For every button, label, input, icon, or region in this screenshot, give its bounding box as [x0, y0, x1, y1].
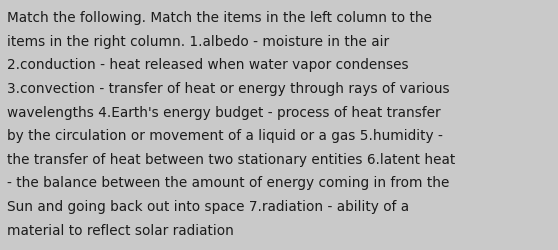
- Text: wavelengths 4.Earth's energy budget - process of heat transfer: wavelengths 4.Earth's energy budget - pr…: [7, 105, 441, 119]
- Text: by the circulation or movement of a liquid or a gas 5.humidity -: by the circulation or movement of a liqu…: [7, 129, 443, 143]
- Text: material to reflect solar radiation: material to reflect solar radiation: [7, 223, 234, 237]
- Text: Sun and going back out into space 7.radiation - ability of a: Sun and going back out into space 7.radi…: [7, 199, 410, 213]
- Text: 3.convection - transfer of heat or energy through rays of various: 3.convection - transfer of heat or energ…: [7, 82, 450, 96]
- Text: - the balance between the amount of energy coming in from the: - the balance between the amount of ener…: [7, 176, 450, 190]
- Text: 2.conduction - heat released when water vapor condenses: 2.conduction - heat released when water …: [7, 58, 409, 72]
- Text: items in the right column. 1.albedo - moisture in the air: items in the right column. 1.albedo - mo…: [7, 35, 389, 49]
- Text: the transfer of heat between two stationary entities 6.latent heat: the transfer of heat between two station…: [7, 152, 455, 166]
- Text: Match the following. Match the items in the left column to the: Match the following. Match the items in …: [7, 11, 432, 25]
